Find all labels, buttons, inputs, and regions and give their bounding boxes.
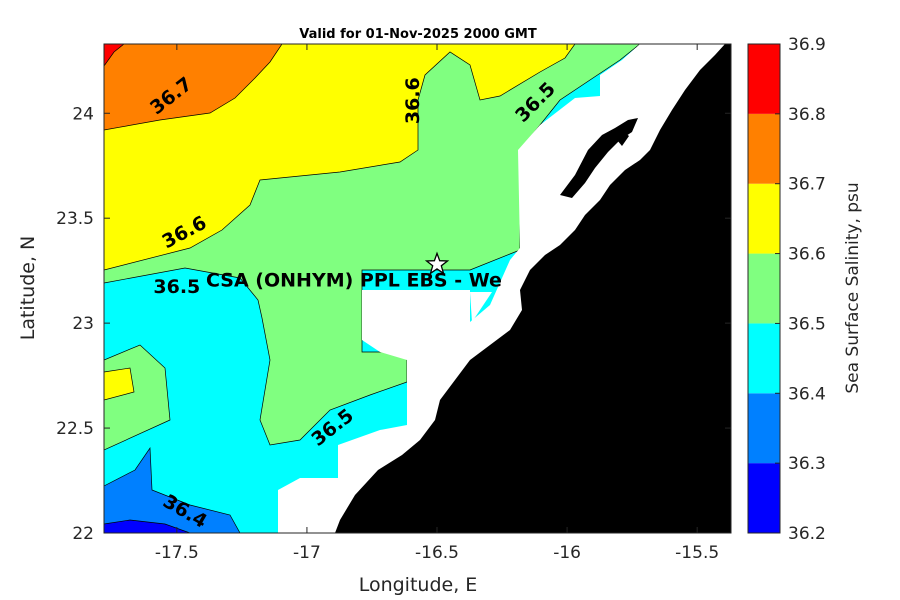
y-tick-label: 22.5 (56, 419, 94, 439)
salinity-band-36-3 (104, 446, 241, 533)
colorbar-tick-label: 36.6 (788, 245, 826, 265)
x-tick-label: -17 (293, 543, 321, 563)
station-label: CSA (ONHYM) PPL EBS - We (206, 269, 502, 291)
y-axis-label: Latitude, N (17, 236, 39, 341)
colorbar-tick-label: 36.5 (788, 314, 826, 334)
colorbar-title: Sea Surface Salinity, psu (843, 182, 863, 393)
colorbar-tick-label: 36.4 (788, 384, 826, 404)
colorbar-frame (747, 43, 781, 534)
x-tick-label: -16.5 (415, 543, 459, 563)
salinity-band-36-7 (104, 44, 283, 131)
colorbar-band (748, 183, 780, 254)
y-tick-label: 23 (72, 314, 94, 334)
colorbar-band (748, 44, 780, 114)
colorbar-band (748, 323, 780, 394)
x-tick-label: -17.5 (155, 543, 199, 563)
colorbar-band (748, 393, 780, 464)
y-axis-ticks: 22 22.5 23 23.5 24 (56, 104, 731, 544)
colorbar: 36.2 36.3 36.4 36.5 36.6 36.7 36.8 36.9 (748, 35, 826, 544)
contour-label: 36.5 (153, 276, 200, 298)
salinity-band-36-6-small (104, 367, 135, 401)
land-mass (335, 44, 731, 533)
plot-area (104, 44, 731, 533)
peninsula-land (560, 118, 638, 198)
y-tick-label: 22 (72, 524, 94, 544)
colorbar-tick-label: 36.3 (788, 454, 826, 474)
salinity-band-36-2 (104, 519, 191, 533)
colorbar-tick-label: 36.2 (788, 524, 826, 544)
x-tick-label: -16 (553, 543, 581, 563)
contour-label: 36.6 (402, 77, 424, 124)
salinity-band-36-8 (104, 44, 125, 67)
x-axis-label: Longitude, E (359, 574, 478, 596)
colorbar-tick-label: 36.9 (788, 35, 826, 55)
x-axis-ticks: -17.5 -17 -16.5 -16 -15.5 (155, 44, 719, 563)
nodata-patch-center (470, 292, 492, 322)
y-tick-label: 23.5 (56, 209, 94, 229)
island-land (617, 132, 629, 146)
colorbar-tick-label: 36.8 (788, 105, 826, 125)
colorbar-band (748, 463, 780, 533)
x-tick-label: -15.5 (675, 543, 719, 563)
star-icon (424, 251, 450, 275)
colorbar-tick-label: 36.7 (788, 175, 826, 195)
colorbar-band (748, 253, 780, 324)
y-tick-label: 24 (72, 104, 94, 124)
colorbar-band (748, 113, 780, 184)
station: CSA (ONHYM) PPL EBS - We (206, 251, 502, 291)
map-title: Valid for 01-Nov-2025 2000 GMT (299, 27, 537, 42)
plot-frame (103, 43, 732, 534)
